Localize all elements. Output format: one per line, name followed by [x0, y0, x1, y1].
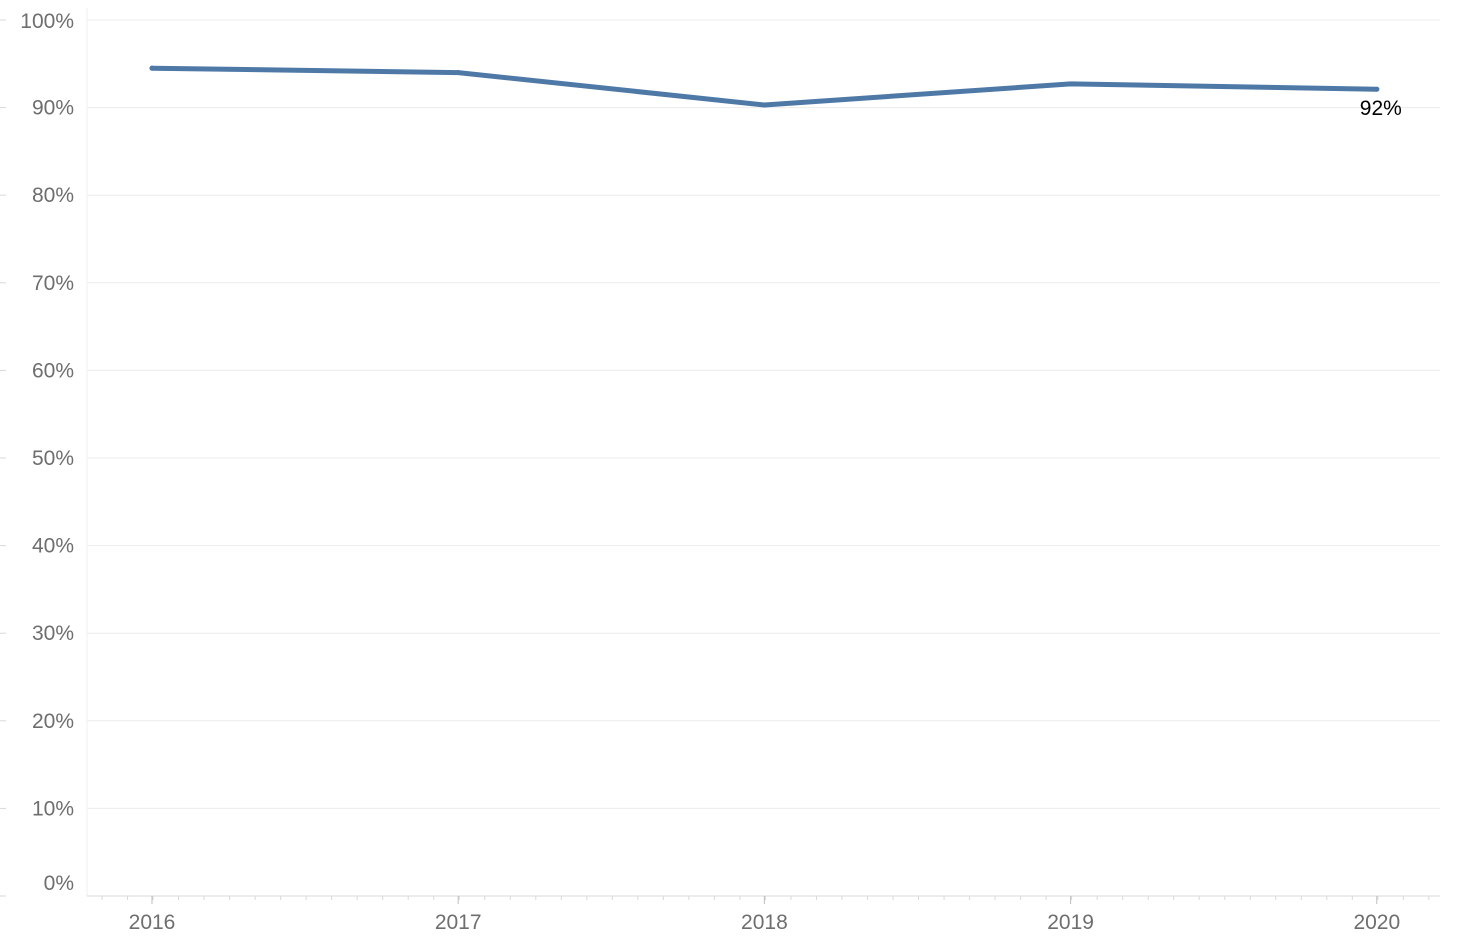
- data-point: [455, 70, 461, 76]
- series-layer: [149, 65, 1380, 108]
- series-line-0: [149, 65, 1380, 108]
- y-tick-label: 20%: [32, 710, 74, 733]
- gridlines: [87, 19, 1440, 809]
- data-point: [149, 65, 155, 71]
- data-label: 92%: [1360, 97, 1402, 120]
- y-tick-label: 70%: [32, 272, 74, 295]
- data-labels: 92%: [1360, 97, 1402, 120]
- x-tick-label: 2019: [1047, 911, 1094, 934]
- y-tick-label: 100%: [20, 10, 74, 33]
- y-axis-tick-labels: 0% 10% 20% 30% 40% 50% 60% 70% 80% 90% 100%: [20, 10, 74, 895]
- data-point: [1374, 86, 1380, 92]
- x-tick-label: 2018: [741, 911, 788, 934]
- y-tick-label: 80%: [32, 184, 74, 207]
- y-tick-label: 40%: [32, 535, 74, 558]
- x-tick-label: 2020: [1353, 911, 1400, 934]
- x-axis-tick-labels: 2016 2017 2018 2019 2020: [129, 911, 1401, 934]
- y-tick-label: 10%: [32, 797, 74, 820]
- y-tick-label: 0%: [44, 872, 74, 895]
- data-point: [1068, 81, 1074, 87]
- x-tick-label: 2016: [129, 911, 176, 934]
- axes: [0, 8, 1440, 904]
- y-tick-label: 30%: [32, 622, 74, 645]
- data-point: [761, 102, 767, 108]
- y-tick-label: 50%: [32, 447, 74, 470]
- y-tick-label: 90%: [32, 97, 74, 120]
- y-tick-label: 60%: [32, 359, 74, 382]
- x-tick-label: 2017: [435, 911, 482, 934]
